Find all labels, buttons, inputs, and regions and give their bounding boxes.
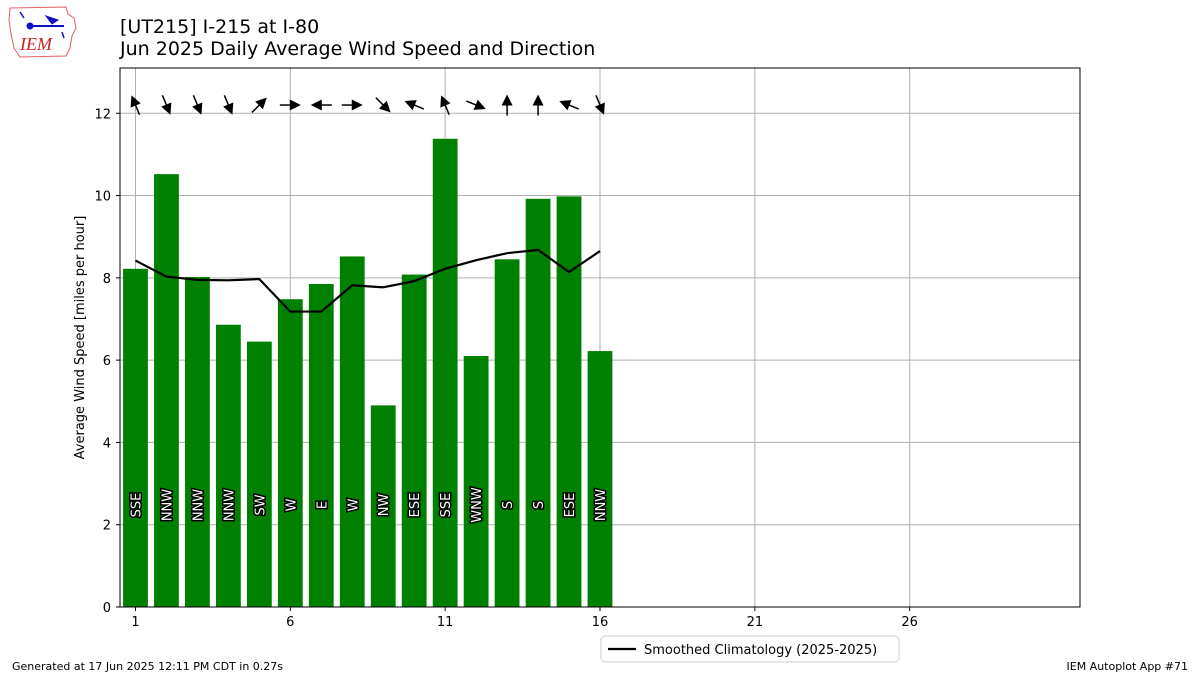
- direction-label: NNW: [160, 489, 175, 521]
- bar: [154, 174, 179, 607]
- direction-label: ESE: [408, 493, 423, 518]
- bar: [587, 351, 613, 607]
- direction-label: NNW: [594, 489, 609, 521]
- bar: [463, 356, 489, 607]
- x-tick-label: 16: [592, 615, 609, 630]
- y-tick-label: 8: [103, 272, 111, 287]
- wind-arrow: [440, 95, 451, 116]
- x-tick-label: 26: [901, 615, 918, 630]
- title-line-1: [UT215] I-215 at I-80: [120, 16, 320, 38]
- direction-label: SW: [253, 494, 268, 515]
- wind-arrow: [310, 99, 332, 111]
- bar: [432, 138, 458, 607]
- bar: [494, 259, 520, 607]
- direction-arrows: [130, 94, 605, 116]
- direction-label: NW: [377, 494, 392, 517]
- y-tick-label: 2: [103, 519, 111, 534]
- wind-arrow: [594, 95, 605, 115]
- y-tick-label: 4: [103, 436, 111, 451]
- direction-label: ESE: [563, 493, 578, 518]
- climatology-series: [134, 248, 601, 313]
- y-tick-label: 10: [94, 190, 111, 205]
- climatology-line: [134, 248, 601, 313]
- bar: [370, 405, 396, 607]
- direction-label: NNW: [222, 489, 237, 521]
- direction-label: SSE: [439, 493, 454, 518]
- y-tick-label: 12: [94, 107, 111, 122]
- direction-label: W: [346, 498, 361, 511]
- direction-label: S: [532, 501, 547, 509]
- bar: [246, 341, 272, 607]
- bar: [215, 324, 241, 607]
- y-axis-label: Average Wind Speed [miles per hour]: [73, 216, 88, 460]
- legend-label: Smoothed Climatology (2025-2025): [644, 643, 877, 658]
- wind-arrow: [251, 97, 267, 113]
- wind-arrow: [279, 99, 301, 111]
- logo-text: IEM: [19, 34, 53, 54]
- bars: [123, 138, 613, 608]
- iem-logo: IEM: [8, 6, 77, 58]
- wind-arrow: [192, 95, 203, 115]
- bar: [123, 268, 148, 607]
- title-line-2: Jun 2025 Daily Average Wind Speed and Di…: [120, 38, 596, 60]
- bar: [339, 256, 365, 607]
- x-tick-label: 11: [437, 615, 454, 630]
- wind-arrow: [501, 94, 513, 116]
- wind-arrow: [375, 97, 391, 113]
- bar: [185, 277, 210, 607]
- iowa-outline: [8, 6, 77, 58]
- app-label: IEM Autoplot App #71: [1066, 660, 1189, 673]
- legend-box: [600, 635, 900, 663]
- x-tick-label: 1: [131, 615, 139, 630]
- bar: [556, 196, 582, 608]
- generated-timestamp: Generated at 17 Jun 2025 12:11 PM CDT in…: [12, 660, 284, 673]
- chart-title: [UT215] I-215 at I-80 Jun 2025 Daily Ave…: [120, 16, 595, 60]
- wind-arrow: [404, 100, 425, 111]
- y-tick-label: 0: [103, 601, 111, 616]
- bar: [401, 274, 427, 607]
- wind-arrow: [161, 95, 172, 115]
- x-tick-label: 6: [286, 615, 294, 630]
- direction-label: W: [284, 498, 299, 511]
- bar: [308, 284, 334, 607]
- direction-label: SSE: [129, 493, 144, 518]
- bar: [525, 198, 551, 607]
- y-tick-label: 6: [103, 354, 111, 369]
- wind-arrow: [341, 99, 363, 111]
- wind-arrow: [532, 94, 544, 116]
- direction-label: NNW: [191, 489, 206, 521]
- weather-station-icon: [19, 11, 65, 39]
- legend: Smoothed Climatology (2025-2025): [600, 635, 900, 663]
- wind-arrow: [130, 95, 141, 116]
- wind-arrow: [223, 95, 234, 115]
- x-tick-label: 21: [747, 615, 764, 630]
- bar: [277, 299, 303, 607]
- direction-label: WNW: [470, 487, 485, 523]
- direction-label: S: [501, 501, 516, 509]
- wind-arrow: [466, 99, 486, 110]
- direction-labels: SSE NNW NNW NNW SW W E W NW ESE SSE WNW S S ESE NNW: [128, 486, 611, 525]
- wind-arrow: [559, 100, 580, 111]
- direction-label: E: [315, 501, 330, 509]
